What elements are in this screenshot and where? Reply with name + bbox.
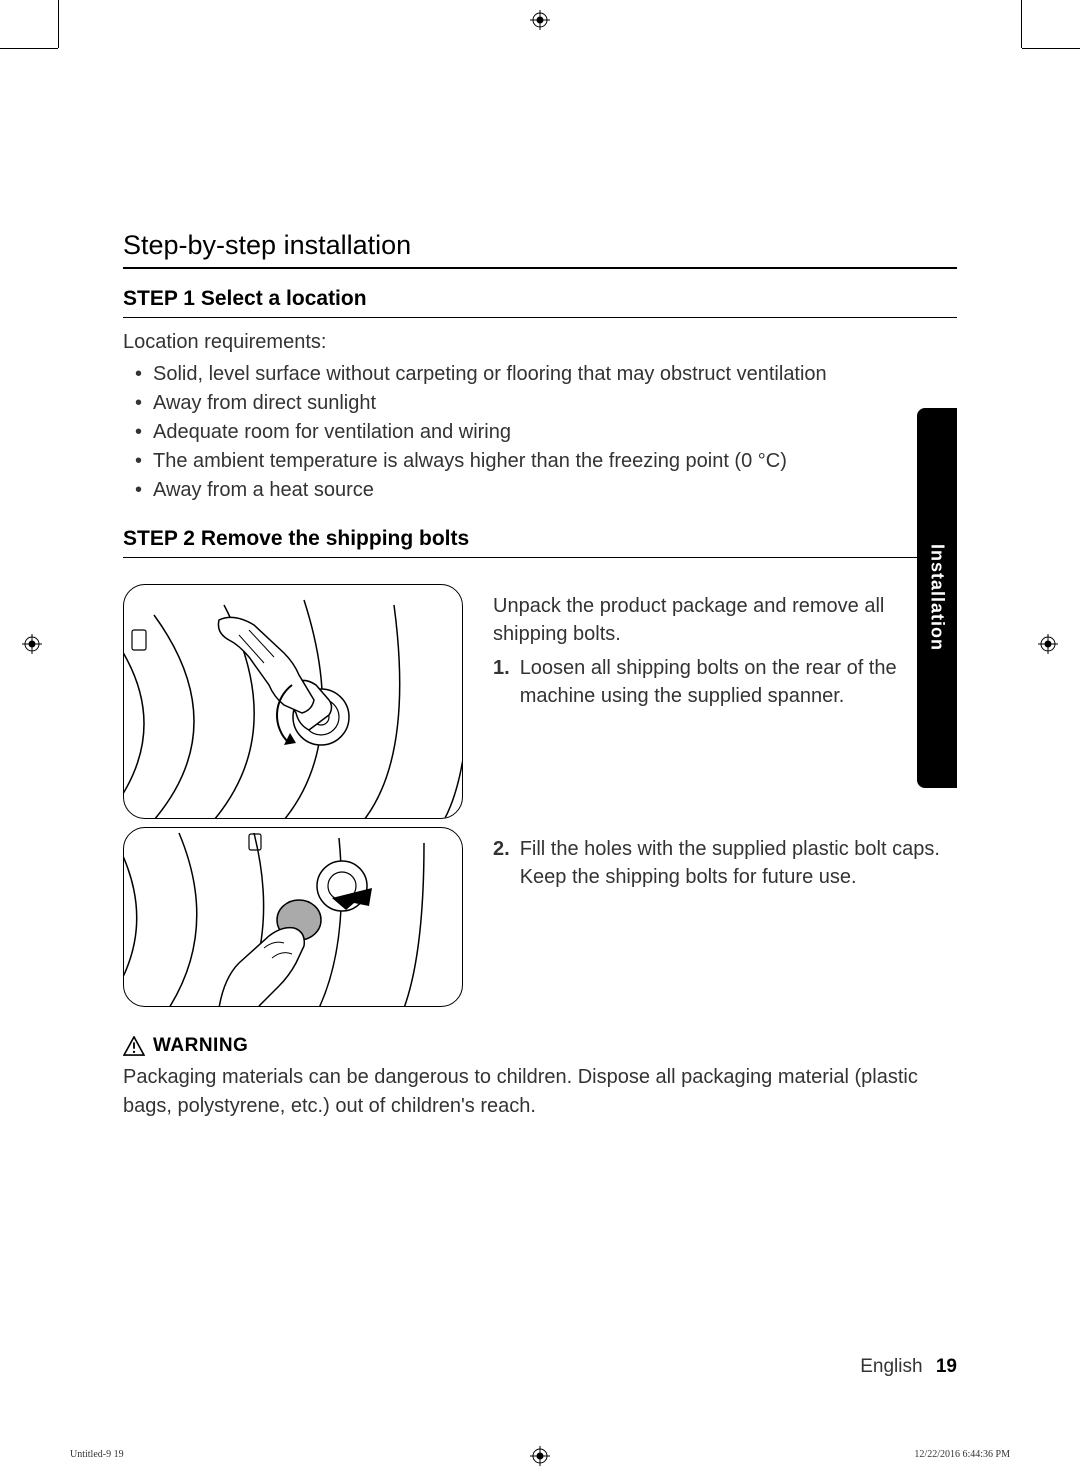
item-text: Keep the shipping bolts for future use. [520,866,857,888]
print-footer-right: 12/22/2016 6:44:36 PM [914,1449,1010,1460]
section-tab-label: Installation [927,544,948,651]
step2-content2: 2. Fill the holes with the supplied plas… [493,827,957,891]
step1-intro: Location requirements: [123,328,957,357]
step2-content1: Unpack the product package and remove al… [493,584,957,710]
page-content: Step-by-step installation STEP 1 Select … [58,48,1022,1428]
step2-label: STEP 2 [123,527,195,550]
bullet-item: Away from a heat source [123,476,957,505]
step1-title: Select a location [201,287,367,310]
warning-header: WARNING [123,1035,957,1057]
warning-text: Packaging materials can be dangerous to … [123,1063,957,1121]
step2-title: Remove the shipping bolts [201,527,469,550]
registration-mark-icon [22,634,42,654]
crop-mark [1021,0,1022,48]
crop-mark [1022,48,1080,49]
warning-icon [123,1036,145,1056]
item-text: Loosen all shipping bolts on the rear of… [520,654,957,710]
bullet-item: Adequate room for ventilation and wiring [123,418,957,447]
step1-header: STEP 1 Select a location [123,287,957,318]
crop-mark [58,0,59,48]
step2-header: STEP 2 Remove the shipping bolts [123,527,957,558]
step2-item2: 2. Fill the holes with the supplied plas… [493,835,957,891]
step1-bullets: Solid, level surface without carpeting o… [123,360,957,505]
bullet-item: Away from direct sunlight [123,389,957,418]
step1-label: STEP 1 [123,287,195,310]
step2-item1: 1. Loosen all shipping bolts on the rear… [493,654,957,710]
section-tab: Installation [917,408,957,788]
item-text: Fill the holes with the supplied plastic… [520,838,940,860]
step2-intro: Unpack the product package and remove al… [493,592,957,648]
item-number: 2. [493,835,510,891]
print-footer-left: Untitled-9 19 [70,1449,124,1460]
bullet-item: Solid, level surface without carpeting o… [123,360,957,389]
footer-language: English [860,1356,922,1377]
footer-page-number: 19 [936,1356,957,1377]
illustration-bolt-cap [123,827,463,1007]
page-footer: English 19 [860,1356,957,1378]
step2-row2: 2. Fill the holes with the supplied plas… [123,827,957,1007]
step2-row1: Unpack the product package and remove al… [123,584,957,819]
item-number: 1. [493,654,510,710]
illustration-loosen-bolt [123,584,463,819]
bullet-item: The ambient temperature is always higher… [123,447,957,476]
section-title: Step-by-step installation [123,230,957,269]
registration-mark-icon [530,10,550,30]
crop-mark [0,48,58,49]
registration-mark-icon [530,1446,550,1466]
warning-label: WARNING [153,1035,248,1057]
registration-mark-icon [1038,634,1058,654]
